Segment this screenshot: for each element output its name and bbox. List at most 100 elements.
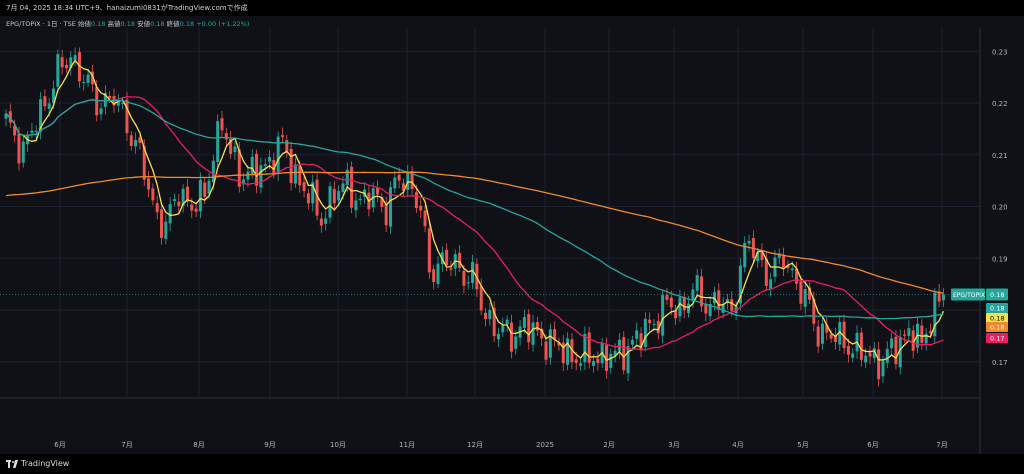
price-tag-symbol-bg	[951, 288, 985, 301]
candle-body	[43, 96, 47, 107]
candle-body	[903, 334, 907, 336]
candle-body	[496, 333, 500, 340]
candle-body	[13, 125, 17, 136]
tradingview-logo-icon	[6, 460, 18, 468]
candle-body	[928, 331, 932, 334]
candle-body	[808, 287, 812, 300]
candle-body	[820, 323, 824, 344]
candle-body	[397, 174, 401, 181]
candle-body	[907, 328, 911, 336]
candle-body	[95, 87, 99, 116]
candle-body	[134, 139, 138, 147]
moving-average-line-3	[5, 99, 944, 320]
candle-body	[764, 258, 768, 286]
candle-body	[142, 145, 146, 180]
candle-body	[458, 252, 462, 268]
candle-body	[695, 275, 699, 291]
candle-body	[885, 348, 889, 363]
candle-body	[216, 121, 220, 162]
candle-body	[242, 179, 246, 185]
candle-body	[190, 204, 194, 211]
candle-body	[138, 137, 142, 143]
candle-body	[414, 192, 418, 209]
candle-body	[700, 276, 704, 307]
ma-tag-value: 0.17	[990, 335, 1004, 343]
x-tick-label: 8月	[193, 441, 204, 449]
x-tick-label: 3月	[668, 441, 679, 449]
candle-body	[678, 297, 682, 317]
chart-area[interactable]: 0.17 0.18 0.19 0.20 0.21 0.22 0.23 6月 7月 8月 9月 10月 1…	[0, 28, 1024, 454]
ma-tag-bg	[986, 313, 1008, 323]
candle-body	[626, 346, 630, 374]
candle-body	[289, 148, 293, 184]
candle-body	[17, 133, 21, 164]
candle-body	[484, 312, 488, 320]
candle-body	[531, 322, 535, 345]
price-tag-value: 0.18	[990, 291, 1004, 299]
candle-body	[319, 218, 323, 226]
candle-body	[56, 54, 60, 87]
candle-body	[514, 336, 518, 349]
candle-body	[384, 204, 388, 226]
candle-body	[492, 307, 496, 337]
y-tick-label: 0.23	[992, 48, 1008, 56]
candle-body	[350, 166, 354, 208]
candle-body	[471, 261, 475, 283]
candle-body	[790, 268, 794, 271]
tradingview-brand[interactable]: TradingView	[6, 459, 69, 470]
candle-body	[341, 183, 345, 193]
candle-body	[64, 65, 68, 69]
candle-body	[4, 113, 8, 119]
candle-body	[609, 353, 613, 368]
candle-body	[674, 310, 678, 319]
candle-body	[229, 138, 233, 154]
candle-body	[445, 249, 449, 266]
candle-body	[509, 322, 513, 352]
candle-body	[224, 132, 228, 140]
candle-body	[30, 130, 34, 133]
candle-body	[263, 164, 267, 166]
candle-body	[268, 157, 272, 162]
candle-body	[730, 299, 734, 311]
moving-average-line-2	[5, 96, 944, 351]
candle-body	[795, 268, 799, 284]
candle-body	[691, 289, 695, 301]
candle-body	[669, 297, 673, 308]
candle-body	[60, 57, 64, 68]
x-tick-label: 9月	[264, 441, 275, 449]
candle-body	[488, 310, 492, 320]
price-chart[interactable]: 0.17 0.18 0.19 0.20 0.21 0.22 0.23 6月 7月 8月 9月 10月 1…	[0, 28, 1024, 454]
candle-body	[920, 325, 924, 343]
legend-symbol[interactable]: EPG/TOPIX · 1日 · TSE	[6, 20, 76, 28]
candle-body	[617, 339, 621, 352]
candle-body	[82, 81, 86, 83]
candle-body	[527, 314, 531, 343]
candle-body	[332, 189, 336, 204]
candle-body	[596, 358, 600, 364]
candle-body	[147, 178, 151, 190]
candle-body	[725, 299, 729, 302]
candle-body	[155, 203, 159, 213]
candle-body	[388, 187, 392, 227]
candle-body	[592, 361, 596, 366]
candle-body	[782, 255, 786, 269]
candle-body	[90, 71, 94, 85]
candle-body	[108, 95, 112, 99]
candle-body	[721, 303, 725, 313]
candle-body	[868, 352, 872, 357]
candle-body	[345, 169, 349, 185]
candle-body	[220, 118, 224, 131]
candle-body	[583, 333, 587, 363]
candle-body	[769, 279, 773, 289]
x-tick-label: 12月	[467, 441, 483, 449]
x-tick-label: 2月	[603, 441, 614, 449]
legend-open-label: 始値	[77, 20, 91, 28]
candle-body	[177, 201, 181, 206]
candle-body	[436, 263, 440, 284]
candle-body	[924, 333, 928, 344]
candle-body	[207, 180, 211, 194]
candle-body	[825, 324, 829, 333]
candle-body	[687, 303, 691, 313]
candle-body	[937, 291, 941, 302]
candle-body	[86, 74, 90, 83]
